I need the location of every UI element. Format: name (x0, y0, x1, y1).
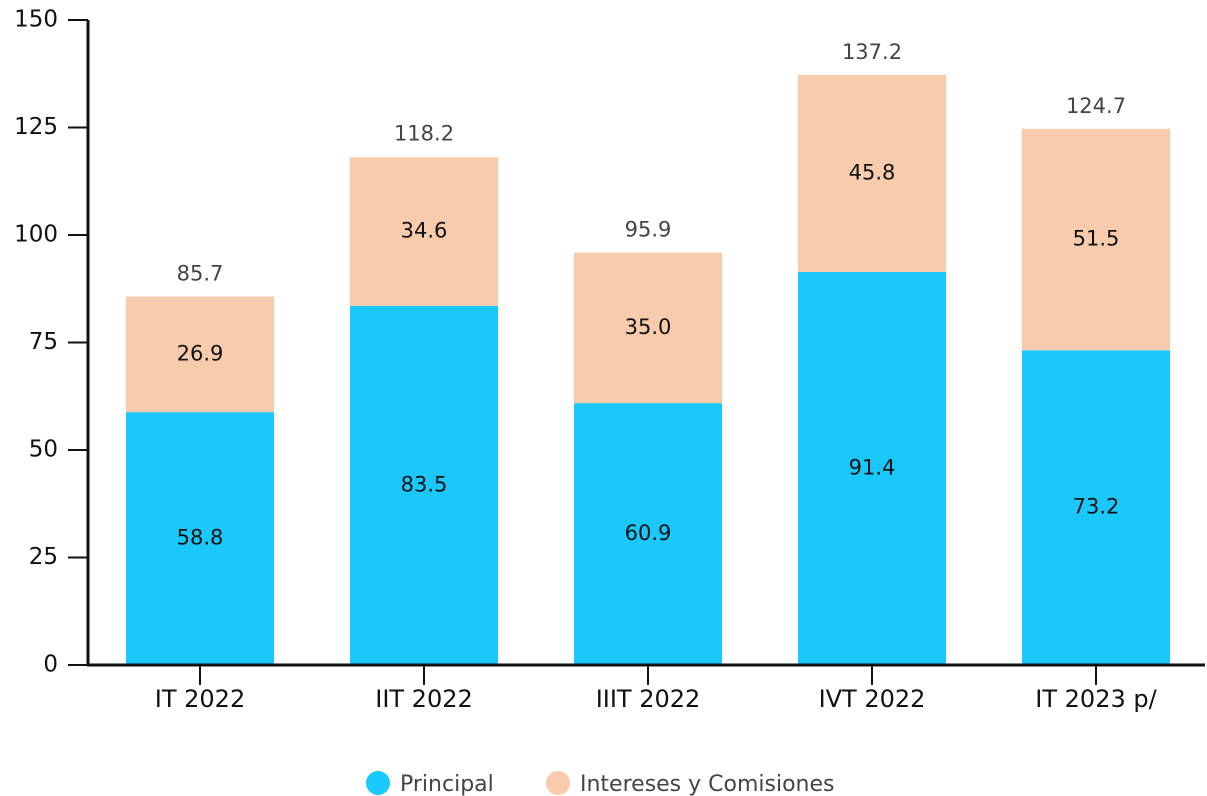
bar-segment (126, 412, 274, 665)
legend-swatch (366, 771, 390, 795)
data-label: 58.8 (177, 526, 224, 550)
bar-segment (1022, 128, 1170, 351)
bar-segment (1022, 350, 1170, 665)
y-tick-label: 25 (29, 544, 58, 570)
x-tick-label: IIT 2022 (375, 685, 473, 713)
total-label: 95.9 (625, 218, 672, 242)
y-tick-label: 0 (43, 652, 58, 678)
data-label: 34.6 (401, 219, 448, 243)
data-label: 60.9 (625, 521, 672, 545)
x-tick-label: IT 2023 p/ (1035, 685, 1157, 713)
data-label: 26.9 (177, 341, 224, 365)
y-tick-label: 75 (29, 329, 58, 355)
bar-segment (350, 305, 498, 665)
bar-segment (350, 157, 498, 306)
x-tick-label: IIIT 2022 (596, 685, 701, 713)
y-tick-label: 150 (14, 7, 58, 33)
total-label: 137.2 (842, 40, 902, 64)
bar-segment (574, 403, 722, 665)
y-tick-label: 100 (14, 222, 58, 248)
bar-segment (798, 271, 946, 665)
y-tick-label: 125 (14, 114, 58, 140)
data-label: 51.5 (1073, 227, 1120, 251)
data-label: 35.0 (625, 315, 672, 339)
total-label: 124.7 (1066, 94, 1126, 118)
legend-swatch (546, 771, 570, 795)
data-label: 45.8 (849, 161, 896, 185)
legend-label: Principal (400, 772, 494, 796)
total-label: 85.7 (177, 261, 224, 285)
y-tick-label: 50 (29, 437, 58, 463)
x-tick-label: IT 2022 (155, 685, 245, 713)
data-label: 73.2 (1073, 495, 1120, 519)
data-label: 83.5 (401, 472, 448, 496)
data-label: 91.4 (849, 455, 896, 479)
total-label: 118.2 (394, 122, 454, 146)
legend-label: Intereses y Comisiones (580, 772, 835, 796)
bar-segment (798, 75, 946, 272)
bar-segment (574, 252, 722, 404)
x-tick-label: IVT 2022 (819, 685, 926, 713)
bar-segment (126, 296, 274, 413)
